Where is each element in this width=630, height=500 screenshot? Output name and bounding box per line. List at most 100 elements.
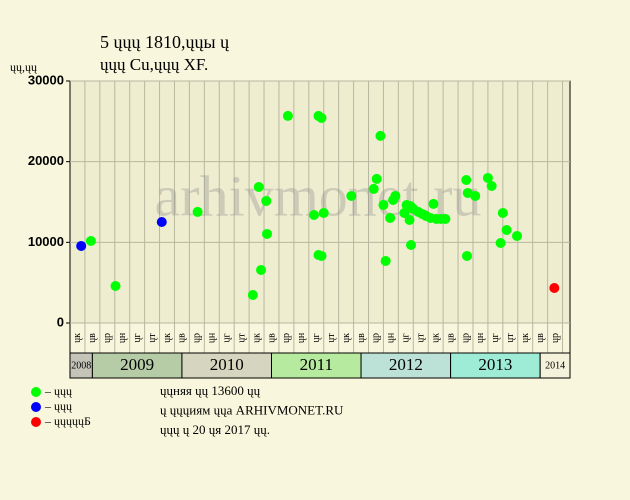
year-label: 2012	[389, 355, 423, 374]
point	[346, 190, 357, 201]
year-band	[91, 352, 183, 379]
point	[406, 239, 417, 250]
point	[549, 282, 560, 293]
year-band	[539, 352, 571, 379]
point	[316, 112, 327, 123]
x-tick-label: ųк	[430, 333, 441, 343]
point	[318, 207, 329, 218]
x-tick-label: ųн	[475, 332, 486, 343]
point	[247, 290, 258, 301]
x-tick-label: ųн	[296, 332, 307, 343]
x-tick-label: ųк	[251, 333, 262, 343]
year-label: 2009	[120, 355, 154, 374]
x-tick-label: ųв	[266, 333, 277, 343]
legend-marker	[31, 387, 41, 397]
point	[316, 250, 327, 261]
x-tick-label: ųк	[341, 333, 352, 343]
point	[501, 224, 512, 235]
x-tick-label: ųк	[162, 333, 173, 343]
point	[256, 265, 267, 276]
y-tick-label: 0	[57, 314, 64, 329]
point	[371, 173, 382, 184]
point	[497, 207, 508, 218]
footer-note: ųųняя ųų 13600 ųų	[160, 383, 261, 398]
x-tick-label: ųн	[117, 332, 128, 343]
chart-subtitle: ųųų Cu,ųųų XF.	[100, 55, 208, 74]
legend-label: – ųųųųųБ	[44, 414, 91, 428]
point	[462, 250, 473, 261]
x-tick-label: ųр	[371, 333, 382, 343]
point	[309, 209, 320, 220]
point	[495, 237, 506, 248]
x-tick-label: ųт	[147, 333, 158, 343]
x-tick-label: ųр	[281, 333, 292, 343]
x-tick-label: ųг	[221, 333, 232, 342]
x-tick-label: ųв	[87, 333, 98, 343]
point	[192, 206, 203, 217]
point	[399, 207, 410, 218]
y-tick-label: 30000	[28, 72, 64, 87]
x-tick-label: ųв	[535, 333, 546, 343]
point	[282, 110, 293, 121]
point	[378, 199, 389, 210]
point	[76, 240, 87, 251]
point	[428, 198, 439, 209]
legend-label: – ųųų	[44, 384, 72, 398]
footer-note: ųųų ų 20 ųя 2017 ųų.	[160, 422, 270, 437]
point	[368, 183, 379, 194]
point	[156, 217, 167, 228]
legend-marker	[31, 402, 41, 412]
footer-note: ų ųųųиям ųųа ARHIVMONET.RU	[160, 402, 344, 417]
point	[390, 190, 401, 201]
year-band	[270, 352, 362, 379]
legend-label: – ųųų	[44, 399, 72, 413]
x-tick-label: ųр	[550, 333, 561, 343]
point	[486, 180, 497, 191]
x-tick-label: ųг	[490, 333, 501, 342]
y-axis-label: ųų,ųų	[10, 60, 37, 74]
point	[470, 190, 481, 201]
x-tick-label: ųр	[460, 333, 471, 343]
year-label: 2008	[71, 360, 91, 371]
x-tick-label: ųв	[177, 333, 188, 343]
year-label: 2014	[545, 360, 565, 371]
x-tick-label: ųт	[236, 333, 247, 343]
point	[482, 172, 493, 183]
point	[110, 280, 121, 291]
x-label-area	[69, 322, 571, 354]
point	[261, 195, 272, 206]
point	[461, 174, 472, 185]
x-tick-label: ųт	[505, 333, 516, 343]
x-tick-label: ųт	[416, 333, 427, 343]
point	[385, 212, 396, 223]
x-tick-label: ųг	[132, 333, 143, 342]
point	[253, 181, 264, 192]
x-tick-label: ųн	[207, 332, 218, 343]
x-tick-label: ųн	[386, 332, 397, 343]
point	[375, 130, 386, 141]
year-label: 2011	[300, 355, 333, 374]
x-tick-label: ųк	[72, 333, 83, 343]
x-tick-label: ųв	[356, 333, 367, 343]
x-tick-label: ųт	[326, 333, 337, 343]
year-label: 2013	[478, 355, 512, 374]
point	[404, 214, 415, 225]
point	[440, 213, 451, 224]
y-tick-label: 10000	[28, 234, 64, 249]
x-tick-label: ųв	[445, 333, 456, 343]
year-label: 2010	[210, 355, 244, 374]
x-tick-label: ųр	[102, 333, 113, 343]
point	[262, 228, 273, 239]
chart-title: 5 ųųų 1810,ųųы ų	[100, 32, 230, 52]
x-tick-label: ųг	[401, 333, 412, 342]
x-tick-label: ųк	[520, 333, 531, 343]
legend-marker	[31, 417, 41, 427]
point	[380, 255, 391, 266]
point	[512, 230, 523, 241]
x-tick-label: ųр	[192, 333, 203, 343]
y-tick-label: 20000	[28, 153, 64, 168]
year-band	[360, 352, 452, 379]
year-band	[450, 352, 541, 379]
x-tick-label: ųг	[311, 333, 322, 342]
